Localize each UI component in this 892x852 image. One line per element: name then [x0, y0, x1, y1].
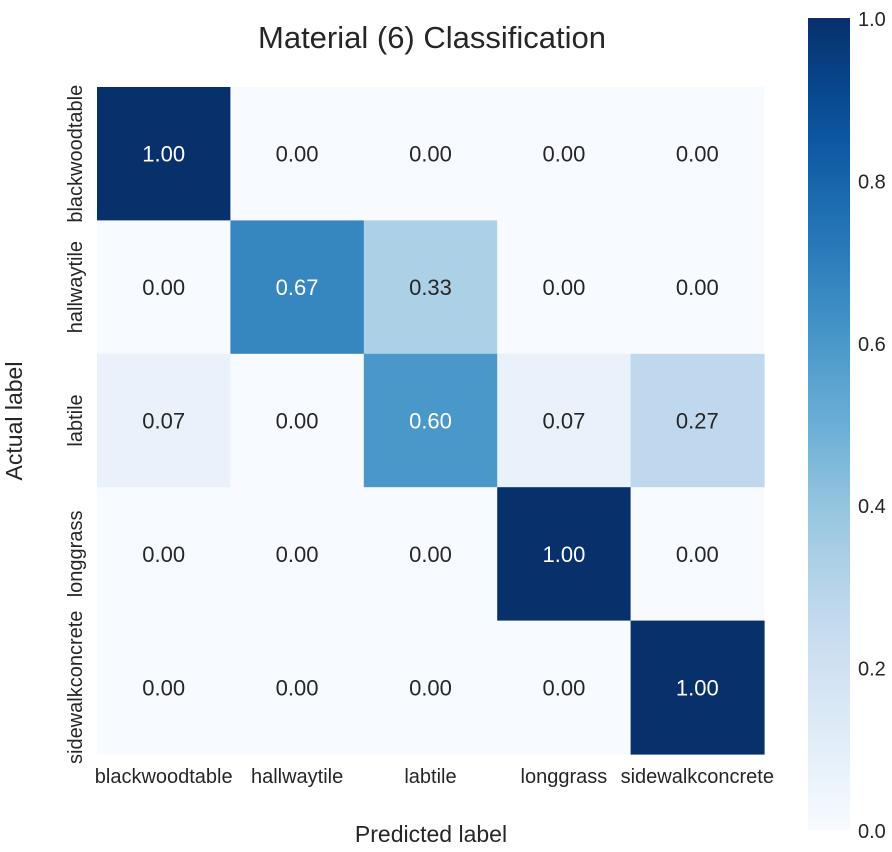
y-tick-label: longgrass [65, 511, 87, 598]
y-axis-ticks: blackwoodtable hallwaytile labtile longgras… [65, 85, 87, 764]
heatmap-cell [630, 487, 765, 622]
cell-value-label: 0.00 [409, 142, 452, 167]
y-tick-label: blackwoodtable [65, 85, 87, 223]
y-axis-label: Actual label [1, 362, 27, 481]
cell-value-label: 0.00 [542, 275, 585, 300]
heatmap-cell [230, 487, 365, 622]
cell-value-label: 0.00 [142, 675, 185, 700]
cell-value-label: 0.00 [676, 275, 719, 300]
heatmap-cell [497, 620, 632, 755]
heatmap-cell [497, 220, 632, 355]
x-tick-label: longgrass [521, 766, 608, 788]
x-axis-ticks: blackwoodtable hallwaytile labtile longgras… [95, 766, 774, 788]
y-tick-label: sidewalkconcrete [65, 611, 87, 764]
heatmap-cell [97, 353, 231, 488]
heatmap-cell [497, 87, 632, 221]
heatmap-cell [630, 220, 765, 355]
colorbar-tick-label: 0.4 [858, 496, 886, 518]
heatmap-cell [363, 87, 498, 221]
heatmap-cell [630, 87, 765, 221]
heatmap-cell [230, 220, 365, 355]
x-tick-label: hallwaytile [251, 766, 343, 788]
heatmap-cell [97, 487, 231, 622]
heatmap-cell [230, 620, 365, 755]
heatmap-cell [363, 220, 498, 355]
cell-value-label: 0.00 [276, 409, 319, 434]
heatmap-cell [497, 353, 632, 488]
cell-value-label: 0.00 [142, 275, 185, 300]
cell-value-label: 0.07 [142, 409, 185, 434]
cell-value-label: 0.00 [409, 675, 452, 700]
heatmap-cell-labels: 1.00 0.00 0.00 0.00 0.00 0.00 0.67 0.33 0.00 0.00… [142, 142, 718, 701]
cell-value-label: 0.60 [409, 409, 452, 434]
colorbar-gradient [808, 18, 850, 830]
cell-value-label: 0.00 [676, 542, 719, 567]
colorbar-tick-label: 0.0 [858, 821, 886, 843]
cell-value-label: 0.00 [542, 675, 585, 700]
heatmap-cell [363, 353, 498, 488]
heatmap-cell [230, 353, 365, 488]
cell-value-label: 0.07 [542, 409, 585, 434]
cell-value-label: 0.67 [276, 275, 319, 300]
colorbar-tick-label: 0.6 [858, 334, 886, 356]
cell-value-label: 0.33 [409, 275, 452, 300]
cell-value-label: 0.27 [676, 409, 719, 434]
colorbar: 0.0 0.2 0.4 0.6 0.8 1.0 [808, 9, 886, 843]
cell-value-label: 1.00 [676, 675, 719, 700]
colorbar-tick-label: 1.0 [858, 9, 886, 31]
colorbar-tick-label: 0.8 [858, 171, 886, 193]
cell-value-label: 0.00 [276, 542, 319, 567]
x-tick-label: sidewalkconcrete [621, 766, 774, 788]
heatmap-cell [630, 620, 765, 755]
heatmap-cell [97, 220, 231, 355]
heatmap-cell [497, 487, 632, 622]
chart-title: Material (6) Classification [258, 20, 606, 55]
cell-value-label: 0.00 [409, 542, 452, 567]
x-tick-label: labtile [404, 766, 456, 788]
y-tick-label: hallwaytile [65, 241, 87, 333]
heatmap-cells [97, 87, 765, 755]
heatmap-cell [630, 353, 765, 488]
cell-value-label: 0.00 [276, 142, 319, 167]
cell-value-label: 1.00 [542, 542, 585, 567]
y-tick-label: labtile [65, 394, 87, 446]
colorbar-tick-label: 0.2 [858, 659, 886, 681]
heatmap-cell [97, 87, 231, 221]
heatmap-cell [363, 487, 498, 622]
x-axis-label: Predicted label [355, 821, 507, 847]
cell-value-label: 0.00 [542, 142, 585, 167]
cell-value-label: 0.00 [276, 675, 319, 700]
cell-value-label: 0.00 [676, 142, 719, 167]
heatmap-cell [230, 87, 365, 221]
cell-value-label: 1.00 [142, 142, 185, 167]
cell-value-label: 0.00 [142, 542, 185, 567]
heatmap-cell [363, 620, 498, 755]
heatmap-cell [97, 620, 231, 755]
x-tick-label: blackwoodtable [95, 766, 233, 788]
